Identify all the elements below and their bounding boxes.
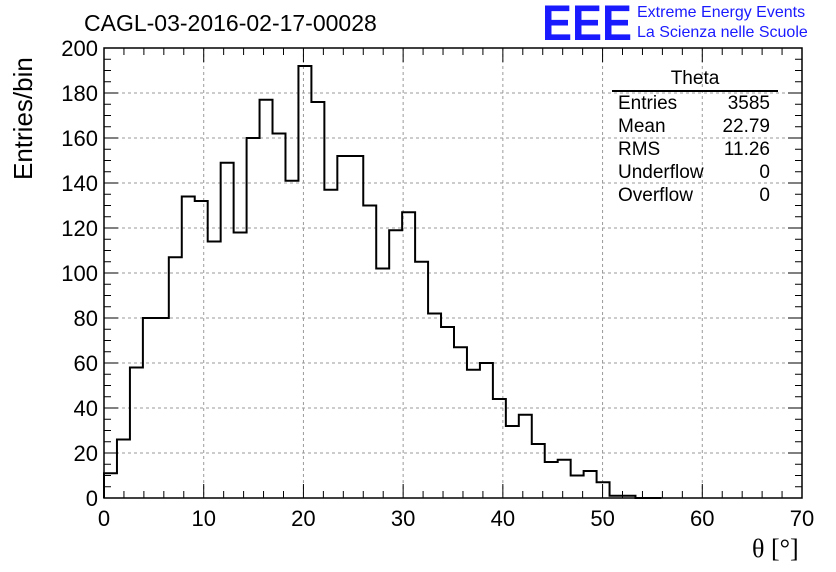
- y-tick-label: 160: [61, 126, 98, 151]
- stats-value: 3585: [727, 93, 770, 114]
- histogram-bar: [415, 262, 428, 498]
- histogram-bar: [130, 368, 143, 499]
- stats-row: Entries 3585: [612, 92, 778, 115]
- histogram-bar: [545, 462, 558, 498]
- histogram-bar: [454, 347, 467, 498]
- histogram-bar: [234, 233, 247, 499]
- x-tick-label: 50: [590, 506, 614, 531]
- histogram-bar: [117, 440, 130, 499]
- histogram-bar: [324, 190, 337, 498]
- x-tick-label: 20: [291, 506, 315, 531]
- stats-label: Overflow: [618, 185, 693, 206]
- histogram-bar: [273, 134, 286, 499]
- histogram-bar: [208, 242, 221, 499]
- x-axis-label: θ [°]: [752, 534, 799, 563]
- stats-row: Mean 22.79: [612, 115, 778, 138]
- histogram-bar: [389, 230, 402, 498]
- histogram-bar: [532, 444, 545, 498]
- x-tick-label: 40: [491, 506, 515, 531]
- histogram-bar: [376, 269, 389, 499]
- stats-title: Theta: [612, 68, 778, 92]
- y-tick-label: 0: [86, 486, 98, 511]
- logo-line-2: La Scienza nelle Scuole: [637, 24, 808, 41]
- stats-label: Entries: [618, 93, 678, 114]
- y-tick-label: 200: [61, 36, 98, 61]
- y-tick-label: 180: [61, 81, 98, 106]
- histogram-outline: [103, 65, 662, 499]
- x-tick-label: 70: [790, 506, 814, 531]
- stats-label: Mean: [618, 116, 666, 137]
- x-tick-label: 60: [690, 506, 714, 531]
- y-tick-label: 40: [74, 396, 98, 421]
- histogram-bar: [169, 257, 182, 498]
- stats-value: 22.79: [722, 116, 770, 137]
- eee-logo: EEE: [542, 0, 632, 44]
- histogram-bar: [480, 363, 493, 498]
- histogram-bar: [311, 102, 324, 498]
- chart-title: CAGL-03-2016-02-17-00028: [84, 10, 377, 36]
- histogram-bar: [428, 314, 441, 499]
- histogram-bar: [441, 327, 454, 498]
- axis-ticks: [103, 47, 803, 499]
- stats-value: 0: [759, 185, 770, 206]
- stats-label: Underflow: [618, 162, 704, 183]
- histogram-bar: [519, 415, 532, 498]
- histogram-bar: [350, 156, 363, 498]
- y-tick-label: 100: [61, 261, 98, 286]
- histogram-bar: [260, 100, 273, 498]
- histogram-bar: [584, 471, 597, 498]
- histogram-bar: [221, 163, 234, 498]
- histogram-bar: [104, 473, 117, 498]
- histogram-bars: [103, 65, 662, 499]
- eee-logo-mark: EEE: [542, 0, 632, 44]
- y-tick-label: 80: [74, 306, 98, 331]
- histogram-bar: [298, 66, 311, 498]
- histogram-bar: [467, 370, 480, 498]
- y-tick-label: 140: [61, 171, 98, 196]
- stats-value: 11.26: [723, 139, 770, 160]
- stats-box: Theta Entries 3585 Mean 22.79 RMS 11.26 Und…: [612, 68, 778, 207]
- histogram-bar: [558, 460, 571, 498]
- histogram-bar: [506, 426, 519, 498]
- x-tick-label: 0: [98, 506, 110, 531]
- histogram-bar: [402, 212, 415, 498]
- axis-tick-labels: 0 10 20 30 40 50 60 70 0 20 40 60 80 100 120 140 160 180 2…: [61, 36, 814, 531]
- y-tick-label: 20: [74, 441, 98, 466]
- logo-line-1: Extreme Energy Events: [637, 4, 806, 21]
- histogram-bar: [571, 476, 584, 499]
- x-tick-label: 30: [391, 506, 415, 531]
- stats-row: Overflow 0: [612, 184, 778, 207]
- histogram-bar: [493, 399, 506, 498]
- y-axis-label: Entries/bin: [8, 57, 38, 180]
- stats-value: 0: [759, 162, 770, 183]
- histogram-bar: [363, 206, 376, 499]
- stats-row: RMS 11.26: [612, 138, 778, 161]
- x-tick-label: 10: [191, 506, 215, 531]
- stats-label: RMS: [618, 139, 661, 160]
- y-tick-label: 120: [61, 216, 98, 241]
- y-tick-label: 60: [74, 351, 98, 376]
- stats-row: Underflow 0: [612, 161, 778, 184]
- histogram-bar: [337, 156, 350, 498]
